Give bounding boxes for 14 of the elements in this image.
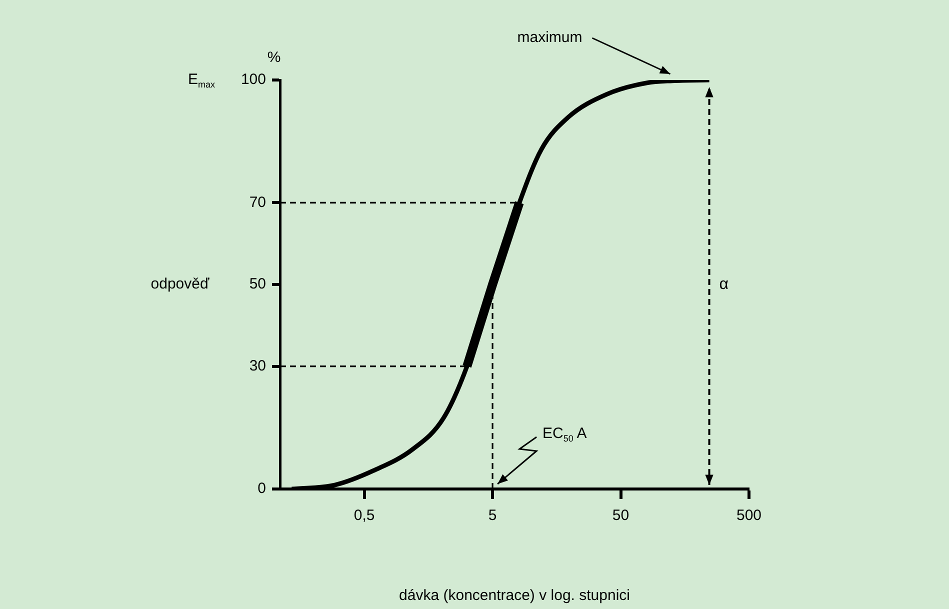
ref-line-label: α (719, 276, 729, 293)
y-tick-label: 30 (249, 357, 266, 374)
x-axis-title: dávka (koncentrace) v log. stupnici (399, 587, 630, 604)
y-axis-title: odpověď (150, 276, 210, 293)
y-tick-label: 50 (249, 276, 266, 293)
x-tick-label: 5 (488, 507, 497, 524)
x-tick-label: 500 (736, 507, 762, 524)
y-tick-label: 70 (249, 194, 266, 211)
y-tick-label: 100 (240, 71, 266, 88)
x-tick-label: 50 (612, 507, 630, 524)
annotation: maximum (517, 29, 582, 46)
x-tick-label: 0,5 (354, 507, 375, 524)
y-tick-label: 0 (258, 480, 266, 498)
text: % (267, 49, 281, 66)
